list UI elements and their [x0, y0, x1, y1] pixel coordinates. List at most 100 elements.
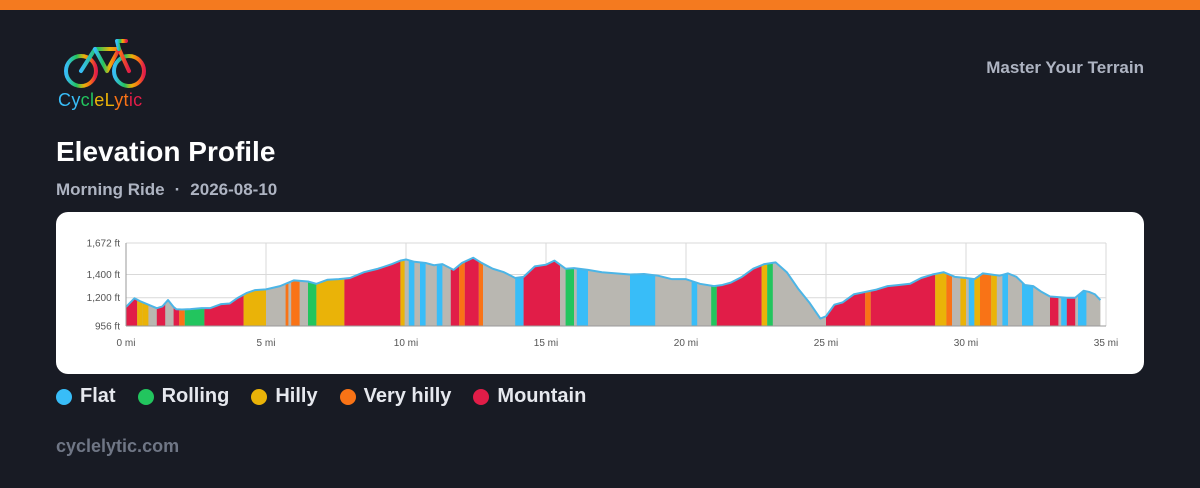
terrain-segment-mountain [1050, 296, 1059, 326]
terrain-segment-mountain [716, 265, 762, 326]
x-tick-label: 30 mi [954, 338, 978, 349]
terrain-segment-rolling [565, 268, 574, 326]
terrain-segment-flat [630, 273, 656, 326]
x-tick-label: 10 mi [394, 338, 418, 349]
tagline: Master Your Terrain [986, 58, 1144, 77]
legend-label: Mountain [497, 385, 587, 407]
page-title: Elevation Profile [56, 136, 276, 167]
brand-letter: l [89, 90, 95, 110]
legend-swatch [339, 388, 356, 405]
brand-letter: e [94, 90, 105, 110]
terrain-segment-hilly [935, 272, 947, 326]
brand-logo[interactable]: CycleLytic [56, 36, 156, 112]
y-tick-label: 1,400 ft [87, 270, 121, 281]
terrain-segment-flat [420, 262, 426, 326]
terrain-segment-mountain [204, 294, 244, 326]
y-tick-label: 1,672 ft [87, 239, 121, 250]
terrain-segment-rolling [308, 281, 317, 326]
legend-item-very-hilly: Very hilly [339, 385, 452, 408]
website-link[interactable]: cyclelytic.com [56, 436, 180, 456]
terrain-segment-very-hilly [980, 273, 992, 326]
terrain-segment-hilly [142, 302, 149, 326]
brand-letter: y [114, 90, 124, 110]
terrain-segment-hilly [316, 278, 345, 326]
y-tick-label: 956 ft [95, 322, 120, 333]
x-tick-label: 35 mi [1094, 338, 1118, 349]
legend-swatch [56, 388, 72, 405]
activity-name: Morning Ride [56, 180, 165, 199]
brand-letter: c [133, 90, 143, 110]
terrain-segment-hilly [400, 259, 405, 326]
brand-letter: i [128, 90, 134, 110]
terrain-segment-mountain [156, 303, 166, 326]
terrain-segment-very-hilly [865, 290, 871, 326]
legend-label: Hilly [275, 385, 318, 407]
legend-swatch [251, 388, 268, 405]
ride-subtitle: Morning Ride · 2026-08-10 [56, 180, 277, 200]
terrain-legend: Flat Rolling Hilly Very hilly Mountain [56, 385, 586, 408]
terrain-segment-very-hilly [285, 282, 289, 326]
elevation-line [125, 256, 1102, 320]
elevation-chart-card: 956 ft 1,200 ft 1,400 ft 1,672 ft 0 mi 5 mi 10… [56, 212, 1144, 374]
legend-label: Rolling [161, 385, 230, 407]
legend-item-hilly: Hilly [251, 385, 318, 408]
brand-name: CycleLytic [58, 90, 142, 111]
terrain-segment-very-hilly [478, 261, 483, 326]
elevation-chart: 956 ft 1,200 ft 1,400 ft 1,672 ft 0 mi 5 mi 10… [87, 239, 1119, 350]
terrain-segment-flat [436, 264, 443, 326]
terrain-segment-hilly [137, 299, 143, 326]
terrain-segment-very-hilly [179, 309, 185, 326]
legend-item-rolling: Rolling [137, 385, 230, 408]
terrain-segment-very-hilly [291, 280, 300, 326]
x-tick-label: 20 mi [674, 338, 698, 349]
brand-letter: t [123, 90, 129, 110]
x-tick-label: 0 mi [117, 338, 136, 349]
subtitle-separator: · [174, 180, 181, 199]
terrain-segment-mountain [870, 273, 936, 326]
x-tick-label: 25 mi [814, 338, 838, 349]
terrain-segment-mountain [450, 265, 460, 326]
terrain-segment-mountain [173, 306, 180, 326]
terrain-segment-mountain [464, 257, 479, 326]
legend-swatch [473, 388, 490, 405]
y-tick-label: 1,200 ft [87, 293, 121, 304]
terrain-segment-flat [1002, 273, 1008, 326]
legend-label: Flat [80, 385, 116, 407]
terrain-segment-very-hilly [459, 261, 465, 326]
legend-label: Very hilly [363, 385, 452, 407]
terrain-segment-hilly [243, 289, 266, 326]
terrain-segment-rolling [767, 262, 773, 326]
terrain-segment-hilly [761, 263, 768, 326]
brand-letter: c [80, 90, 90, 110]
terrain-segment-flat [691, 281, 698, 326]
x-tick-label: 15 mi [534, 338, 558, 349]
terrain-segment-mountain [523, 260, 560, 326]
bicycle-icon [64, 39, 146, 88]
brand-letter: y [71, 90, 81, 110]
terrain-segment-mountain [826, 291, 866, 326]
terrain-segment-flat [515, 276, 524, 326]
legend-swatch [137, 388, 154, 405]
elevation-area-base [126, 257, 1101, 326]
terrain-segment-flat [576, 268, 588, 326]
terrain-segment-rolling [184, 308, 205, 326]
terrain-segment-hilly [991, 274, 997, 326]
terrain-segment-flat [968, 278, 975, 326]
legend-item-flat: Flat [56, 385, 116, 408]
x-tick-label: 5 mi [257, 338, 276, 349]
activity-date: 2026-08-10 [190, 180, 278, 199]
terrain-segment-hilly [960, 277, 966, 326]
terrain-segment-very-hilly [946, 273, 952, 326]
terrain-segment-flat [1061, 297, 1067, 326]
terrain-segment-mountain [1066, 297, 1076, 326]
terrain-segment-flat [408, 260, 415, 326]
brand-letter: L [104, 90, 115, 110]
terrain-segment-flat [1022, 282, 1034, 326]
terrain-segment-flat [1078, 290, 1087, 326]
terrain-segment-hilly [974, 275, 980, 326]
legend-item-mountain: Mountain [473, 385, 586, 408]
brand-letter: C [58, 90, 72, 110]
terrain-segment-mountain [344, 260, 401, 326]
top-accent-bar [0, 0, 1200, 10]
terrain-segment-rolling [711, 285, 717, 326]
